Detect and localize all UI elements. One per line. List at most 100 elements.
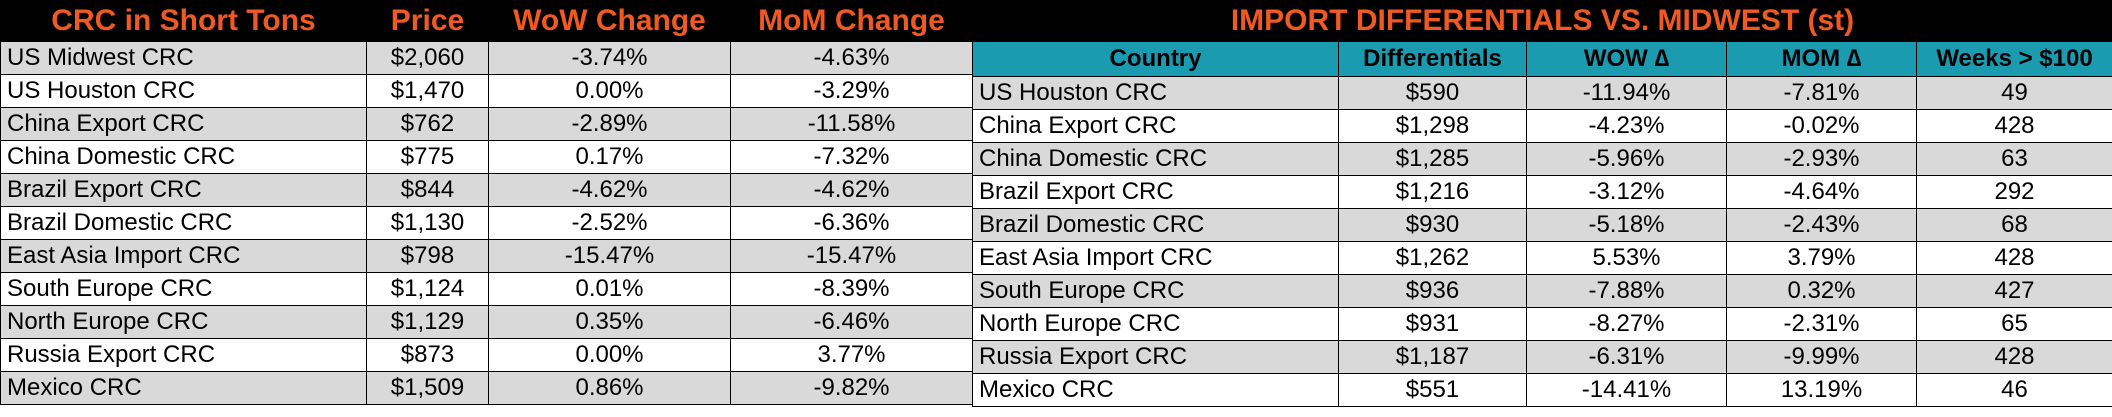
table-row: Brazil Domestic CRC $1,130 -2.52% -6.36% <box>0 206 973 240</box>
row-price: $873 <box>366 338 489 372</box>
row-price: $775 <box>366 140 489 174</box>
row-wow-delta: 5.53% <box>1526 241 1727 275</box>
row-weeks-over-100: 46 <box>1915 373 2112 407</box>
row-wow-change: -2.52% <box>488 206 731 240</box>
row-price: $1,130 <box>366 206 489 240</box>
row-price: $1,509 <box>366 371 489 405</box>
row-differential: $931 <box>1338 307 1527 341</box>
row-mom-delta: 3.79% <box>1726 241 1917 275</box>
row-price: $1,129 <box>366 305 489 339</box>
row-wow-change: 0.17% <box>488 140 731 174</box>
row-mom-delta: -2.43% <box>1726 208 1917 242</box>
row-country: South Europe CRC <box>972 274 1339 308</box>
header-weeks-over-100: Weeks > $100 <box>1915 41 2112 77</box>
row-price: $1,124 <box>366 272 489 306</box>
row-wow-delta: -6.31% <box>1526 340 1727 374</box>
row-differential: $936 <box>1338 274 1527 308</box>
row-weeks-over-100: 65 <box>1915 307 2112 341</box>
header-country: Country <box>972 41 1339 77</box>
left-table-body: US Midwest CRC $2,060 -3.74% -4.63% US Houst… <box>0 41 973 405</box>
row-name: China Domestic CRC <box>0 140 367 174</box>
header-price: Price <box>366 0 489 42</box>
row-weeks-over-100: 292 <box>1915 175 2112 209</box>
row-mom-delta: -2.31% <box>1726 307 1917 341</box>
row-country: North Europe CRC <box>972 307 1339 341</box>
row-wow-change: 0.01% <box>488 272 731 306</box>
row-name: North Europe CRC <box>0 305 367 339</box>
row-price: $2,060 <box>366 41 489 75</box>
row-price: $844 <box>366 173 489 207</box>
import-differentials-table: IMPORT DIFFERENTIALS VS. MIDWEST (st) Co… <box>971 0 2112 407</box>
row-country: Brazil Export CRC <box>972 175 1339 209</box>
table-row: Brazil Export CRC $844 -4.62% -4.62% <box>0 173 973 207</box>
row-wow-change: -2.89% <box>488 107 731 141</box>
row-wow-delta: -5.96% <box>1526 142 1727 176</box>
row-name: China Export CRC <box>0 107 367 141</box>
row-country: Russia Export CRC <box>972 340 1339 374</box>
table-row: North Europe CRC $931 -8.27% -2.31% 65 <box>972 307 2112 341</box>
row-mom-change: -15.47% <box>730 239 973 273</box>
row-name: South Europe CRC <box>0 272 367 306</box>
table-row: China Export CRC $1,298 -4.23% -0.02% 428 <box>972 109 2112 143</box>
import-differentials-title: IMPORT DIFFERENTIALS VS. MIDWEST (st) <box>971 0 2112 42</box>
row-country: East Asia Import CRC <box>972 241 1339 275</box>
header-wow-change: WoW Change <box>488 0 731 42</box>
row-name: East Asia Import CRC <box>0 239 367 273</box>
header-crc-short-tons: CRC in Short Tons <box>0 0 367 42</box>
table-row: US Houston CRC $590 -11.94% -7.81% 49 <box>972 76 2112 110</box>
table-row: East Asia Import CRC $798 -15.47% -15.47% <box>0 239 973 273</box>
row-name: Russia Export CRC <box>0 338 367 372</box>
row-price: $1,470 <box>366 74 489 108</box>
right-header-row: Country Differentials WOW ∆ MOM ∆ Weeks … <box>972 41 2112 77</box>
row-mom-delta: -0.02% <box>1726 109 1917 143</box>
row-mom-delta: 0.32% <box>1726 274 1917 308</box>
row-country: China Domestic CRC <box>972 142 1339 176</box>
header-differentials: Differentials <box>1338 41 1527 77</box>
row-country: China Export CRC <box>972 109 1339 143</box>
row-mom-delta: -9.99% <box>1726 340 1917 374</box>
table-row: Russia Export CRC $873 0.00% 3.77% <box>0 338 973 372</box>
row-wow-change: -15.47% <box>488 239 731 273</box>
row-weeks-over-100: 428 <box>1915 340 2112 374</box>
row-weeks-over-100: 427 <box>1915 274 2112 308</box>
row-mom-change: -11.58% <box>730 107 973 141</box>
row-differential: $930 <box>1338 208 1527 242</box>
row-mom-change: -4.63% <box>730 41 973 75</box>
table-row: US Houston CRC $1,470 0.00% -3.29% <box>0 74 973 108</box>
row-country: Mexico CRC <box>972 373 1339 407</box>
row-mom-delta: -7.81% <box>1726 76 1917 110</box>
row-wow-delta: -14.41% <box>1526 373 1727 407</box>
row-wow-change: 0.00% <box>488 338 731 372</box>
row-wow-delta: -5.18% <box>1526 208 1727 242</box>
left-header-row: CRC in Short Tons Price WoW Change MoM C… <box>0 0 973 42</box>
row-mom-change: -7.32% <box>730 140 973 174</box>
row-weeks-over-100: 68 <box>1915 208 2112 242</box>
row-differential: $1,298 <box>1338 109 1527 143</box>
row-mom-change: -9.82% <box>730 371 973 405</box>
row-differential: $590 <box>1338 76 1527 110</box>
table-row: Brazil Domestic CRC $930 -5.18% -2.43% 68 <box>972 208 2112 242</box>
row-mom-change: 3.77% <box>730 338 973 372</box>
header-mom-change: MoM Change <box>730 0 973 42</box>
row-wow-change: 0.35% <box>488 305 731 339</box>
table-row: US Midwest CRC $2,060 -3.74% -4.63% <box>0 41 973 75</box>
crc-short-tons-table: CRC in Short Tons Price WoW Change MoM C… <box>0 0 973 405</box>
table-row: East Asia Import CRC $1,262 5.53% 3.79% 428 <box>972 241 2112 275</box>
row-wow-delta: -8.27% <box>1526 307 1727 341</box>
row-differential: $551 <box>1338 373 1527 407</box>
header-wow-delta: WOW ∆ <box>1526 41 1727 77</box>
row-country: Brazil Domestic CRC <box>972 208 1339 242</box>
row-differential: $1,216 <box>1338 175 1527 209</box>
row-mom-delta: -2.93% <box>1726 142 1917 176</box>
right-table-body: US Houston CRC $590 -11.94% -7.81% 49 China E… <box>972 76 2112 407</box>
row-differential: $1,262 <box>1338 241 1527 275</box>
header-mom-delta: MOM ∆ <box>1726 41 1917 77</box>
row-mom-change: -6.46% <box>730 305 973 339</box>
row-weeks-over-100: 428 <box>1915 241 2112 275</box>
right-title-row: IMPORT DIFFERENTIALS VS. MIDWEST (st) <box>971 0 2112 42</box>
row-wow-delta: -11.94% <box>1526 76 1727 110</box>
row-name: Mexico CRC <box>0 371 367 405</box>
row-country: US Houston CRC <box>972 76 1339 110</box>
row-mom-delta: -4.64% <box>1726 175 1917 209</box>
